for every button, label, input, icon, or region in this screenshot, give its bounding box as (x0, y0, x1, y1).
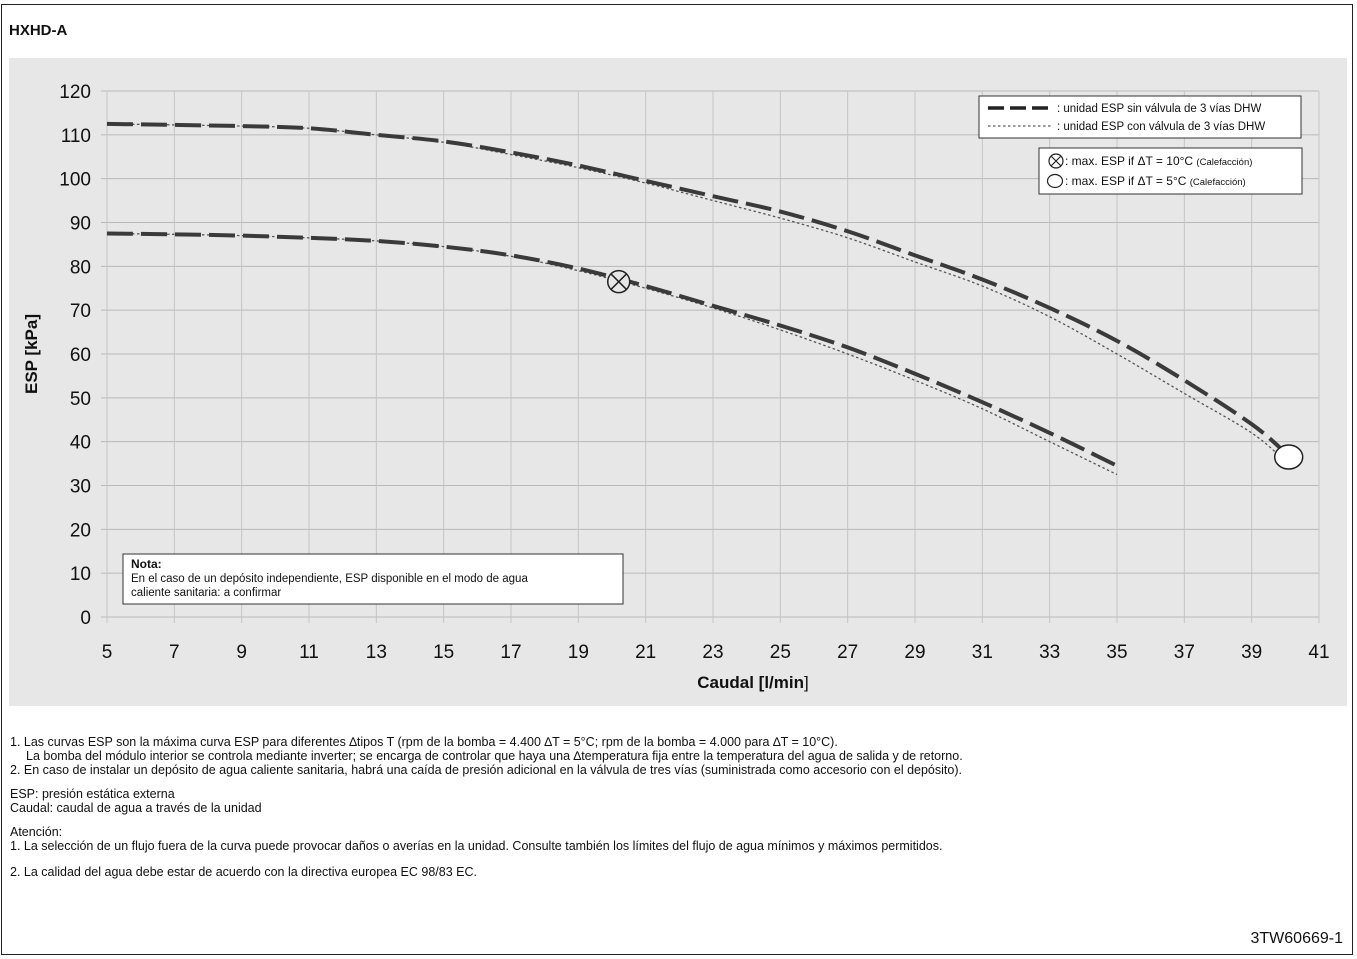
legend-circle-icon (1046, 173, 1064, 189)
x-tick-label: 37 (1174, 642, 1195, 663)
y-tick-label: 60 (70, 345, 91, 366)
document-frame (1, 4, 1353, 955)
note-title: Nota: (131, 557, 162, 571)
x-tick-label: 39 (1241, 642, 1262, 663)
legend-marker-label: : max. ESP if ΔT = 10°C (Calefacción) (1065, 154, 1252, 168)
attention-2: 2. La calidad del agua debe estar de acu… (10, 865, 477, 879)
y-tick-label: 0 (80, 608, 91, 629)
note-line-2: caliente sanitaria: a confirmar (131, 587, 281, 599)
y-axis-title: ESP [kPa] (22, 314, 41, 394)
series-line-upper-con-valvula (106, 123, 1286, 462)
note-1b: La bomba del módulo interior se controla… (26, 749, 963, 763)
attention-title: Atención: (10, 825, 63, 839)
definition-caudal: Caudal: caudal de agua a través de la un… (10, 801, 262, 815)
note-line-1: En el caso de un depósito independiente,… (131, 573, 528, 585)
legend-marker-label: : max. ESP if ΔT = 5°C (Calefacción) (1065, 174, 1246, 188)
x-tick-label: 23 (702, 642, 723, 663)
model-title: HXHD-A (9, 22, 68, 39)
x-tick-label: 5 (102, 642, 113, 663)
x-tick-label: 27 (837, 642, 858, 663)
y-tick-label: 120 (59, 82, 91, 103)
x-tick-label: 41 (1308, 642, 1329, 663)
legend-series-box (978, 95, 1302, 139)
x-tick-label: 9 (236, 642, 247, 663)
y-tick-label: 30 (70, 477, 91, 498)
x-tick-label: 31 (972, 642, 993, 663)
y-tick-label: 80 (70, 257, 91, 278)
x-tick-label: 19 (568, 642, 589, 663)
legend-sin-label: : unidad ESP sin válvula de 3 vías DHW (1057, 103, 1261, 115)
x-tick-label: 7 (169, 642, 180, 663)
x-axis-title: Caudal [l/min] (697, 673, 808, 692)
chart-panel: 0 10 20 30 40 50 60 70 80 90 100 110 120 5 7 9 11 13 15 17 1… (9, 58, 1347, 706)
x-tick-label: 11 (299, 642, 319, 663)
x-tick-label: 13 (366, 642, 387, 663)
y-tick-label: 70 (70, 301, 91, 322)
note-box (122, 553, 624, 605)
series-line-lower-sin-valvula (106, 231, 1118, 468)
legend-con-label: : unidad ESP con válvula de 3 vías DHW (1057, 121, 1265, 133)
series-line-upper-sin-valvula (106, 121, 1287, 455)
y-tick-label: 50 (70, 389, 91, 410)
note-2: 2. En caso de instalar un depósito de ag… (10, 763, 962, 777)
legend-circle-x-icon-cross (1050, 155, 1062, 167)
legend-markers-box (1038, 147, 1303, 195)
x-tick-label: 15 (433, 642, 454, 663)
max-esp-10c-marker-cross (610, 273, 627, 290)
footnotes: 1. Las curvas ESP son la máxima curva ES… (10, 735, 1340, 879)
y-tick-label: 100 (59, 170, 91, 191)
esp-chart: 0 10 20 30 40 50 60 70 80 90 100 110 120 5 7 9 11 13 15 17 1… (22, 82, 1330, 692)
y-tick-label: 40 (70, 433, 91, 454)
x-tick-label: 35 (1106, 642, 1127, 663)
x-tick-label: 21 (635, 642, 656, 663)
x-tick-label: 17 (500, 642, 521, 663)
x-tick-label: 25 (770, 642, 791, 663)
y-tick-label: 90 (70, 214, 91, 235)
attention-1: 1. La selección de un flujo fuera de la … (10, 839, 943, 853)
document-code: 3TW60669-1 (1250, 930, 1344, 947)
y-tick-label: 20 (70, 520, 91, 541)
definition-esp: ESP: presión estática externa (10, 787, 175, 801)
y-tick-label: 10 (70, 564, 91, 585)
note-1: 1. Las curvas ESP son la máxima curva ES… (10, 735, 838, 749)
x-tick-label: 33 (1039, 642, 1060, 663)
x-tick-label: 29 (904, 642, 925, 663)
y-tick-label: 110 (61, 126, 91, 147)
max-esp-5c-marker (1273, 444, 1304, 470)
